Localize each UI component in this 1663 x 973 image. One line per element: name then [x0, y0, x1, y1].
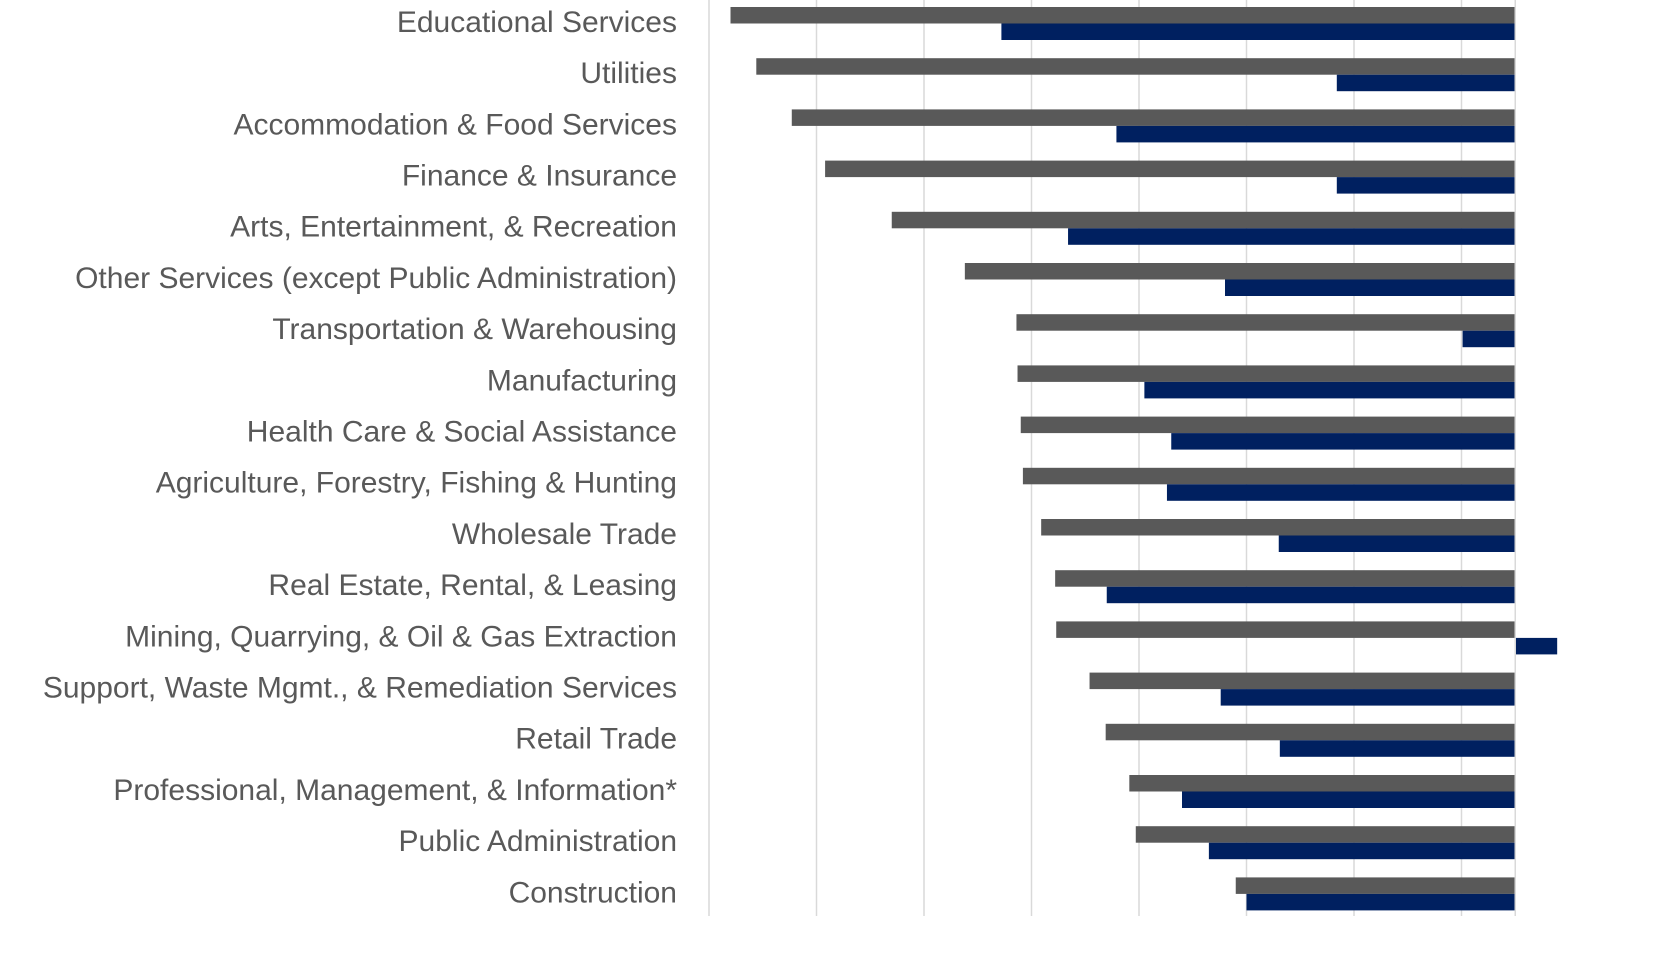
y-tick-label: Mining, Quarrying, & Oil & Gas Extractio…	[125, 620, 677, 653]
bar	[1336, 177, 1516, 194]
y-tick-label: Support, Waste Mgmt., & Remediation Serv…	[43, 672, 677, 705]
y-tick-label: Real Estate, Rental, & Leasing	[268, 569, 677, 602]
y-tick-label: Construction	[509, 876, 677, 909]
y-tick-label: Agriculture, Forestry, Fishing & Hunting	[156, 467, 677, 500]
bar	[891, 211, 1516, 229]
bar	[1135, 826, 1516, 843]
bar	[1182, 791, 1516, 808]
y-tick-label: Finance & Insurance	[402, 160, 677, 193]
y-tick-label: Arts, Entertainment, & Recreation	[230, 211, 677, 244]
bar	[1166, 484, 1516, 501]
y-tick-label: Other Services (except Public Administra…	[75, 262, 677, 295]
y-tick-label: Manufacturing	[487, 364, 677, 397]
bar	[1106, 586, 1516, 604]
bar	[1462, 330, 1516, 348]
y-tick-label: Educational Services	[397, 6, 677, 39]
bar	[1041, 519, 1516, 536]
bar	[1055, 570, 1516, 587]
bar	[730, 7, 1516, 24]
y-tick-label: Wholesale Trade	[452, 518, 677, 551]
y-tick-label: Transportation & Warehousing	[272, 313, 677, 346]
bar	[1116, 125, 1516, 143]
y-tick-label: Professional, Management, & Information*	[113, 774, 677, 807]
y-tick-label: Health Care & Social Assistance	[247, 416, 677, 449]
bar	[1171, 433, 1516, 450]
y-tick-label: Public Administration	[399, 825, 677, 858]
bar	[1022, 467, 1516, 485]
bar	[1336, 74, 1516, 92]
bar	[1089, 672, 1516, 690]
y-tick-label: Utilities	[580, 57, 677, 90]
bar	[1016, 314, 1516, 331]
bar	[1235, 877, 1516, 894]
bar	[1515, 637, 1558, 655]
bar	[1208, 842, 1516, 860]
bar	[1278, 535, 1516, 552]
y-tick-label: Accommodation & Food Services	[233, 108, 677, 141]
bar	[791, 109, 1516, 126]
bar	[1279, 740, 1516, 757]
bar	[1225, 279, 1516, 296]
bar	[1068, 228, 1516, 245]
bar	[1056, 621, 1516, 638]
bar	[964, 263, 1516, 280]
bar	[1129, 775, 1516, 792]
bar	[1144, 381, 1516, 399]
bar	[1001, 23, 1516, 40]
bar	[825, 160, 1516, 178]
bar	[1020, 416, 1516, 434]
bar	[1017, 365, 1516, 382]
bar	[1220, 689, 1516, 706]
bar	[756, 58, 1516, 75]
bar	[1246, 893, 1516, 911]
y-tick-label: Retail Trade	[515, 723, 677, 756]
bar	[1105, 723, 1516, 741]
